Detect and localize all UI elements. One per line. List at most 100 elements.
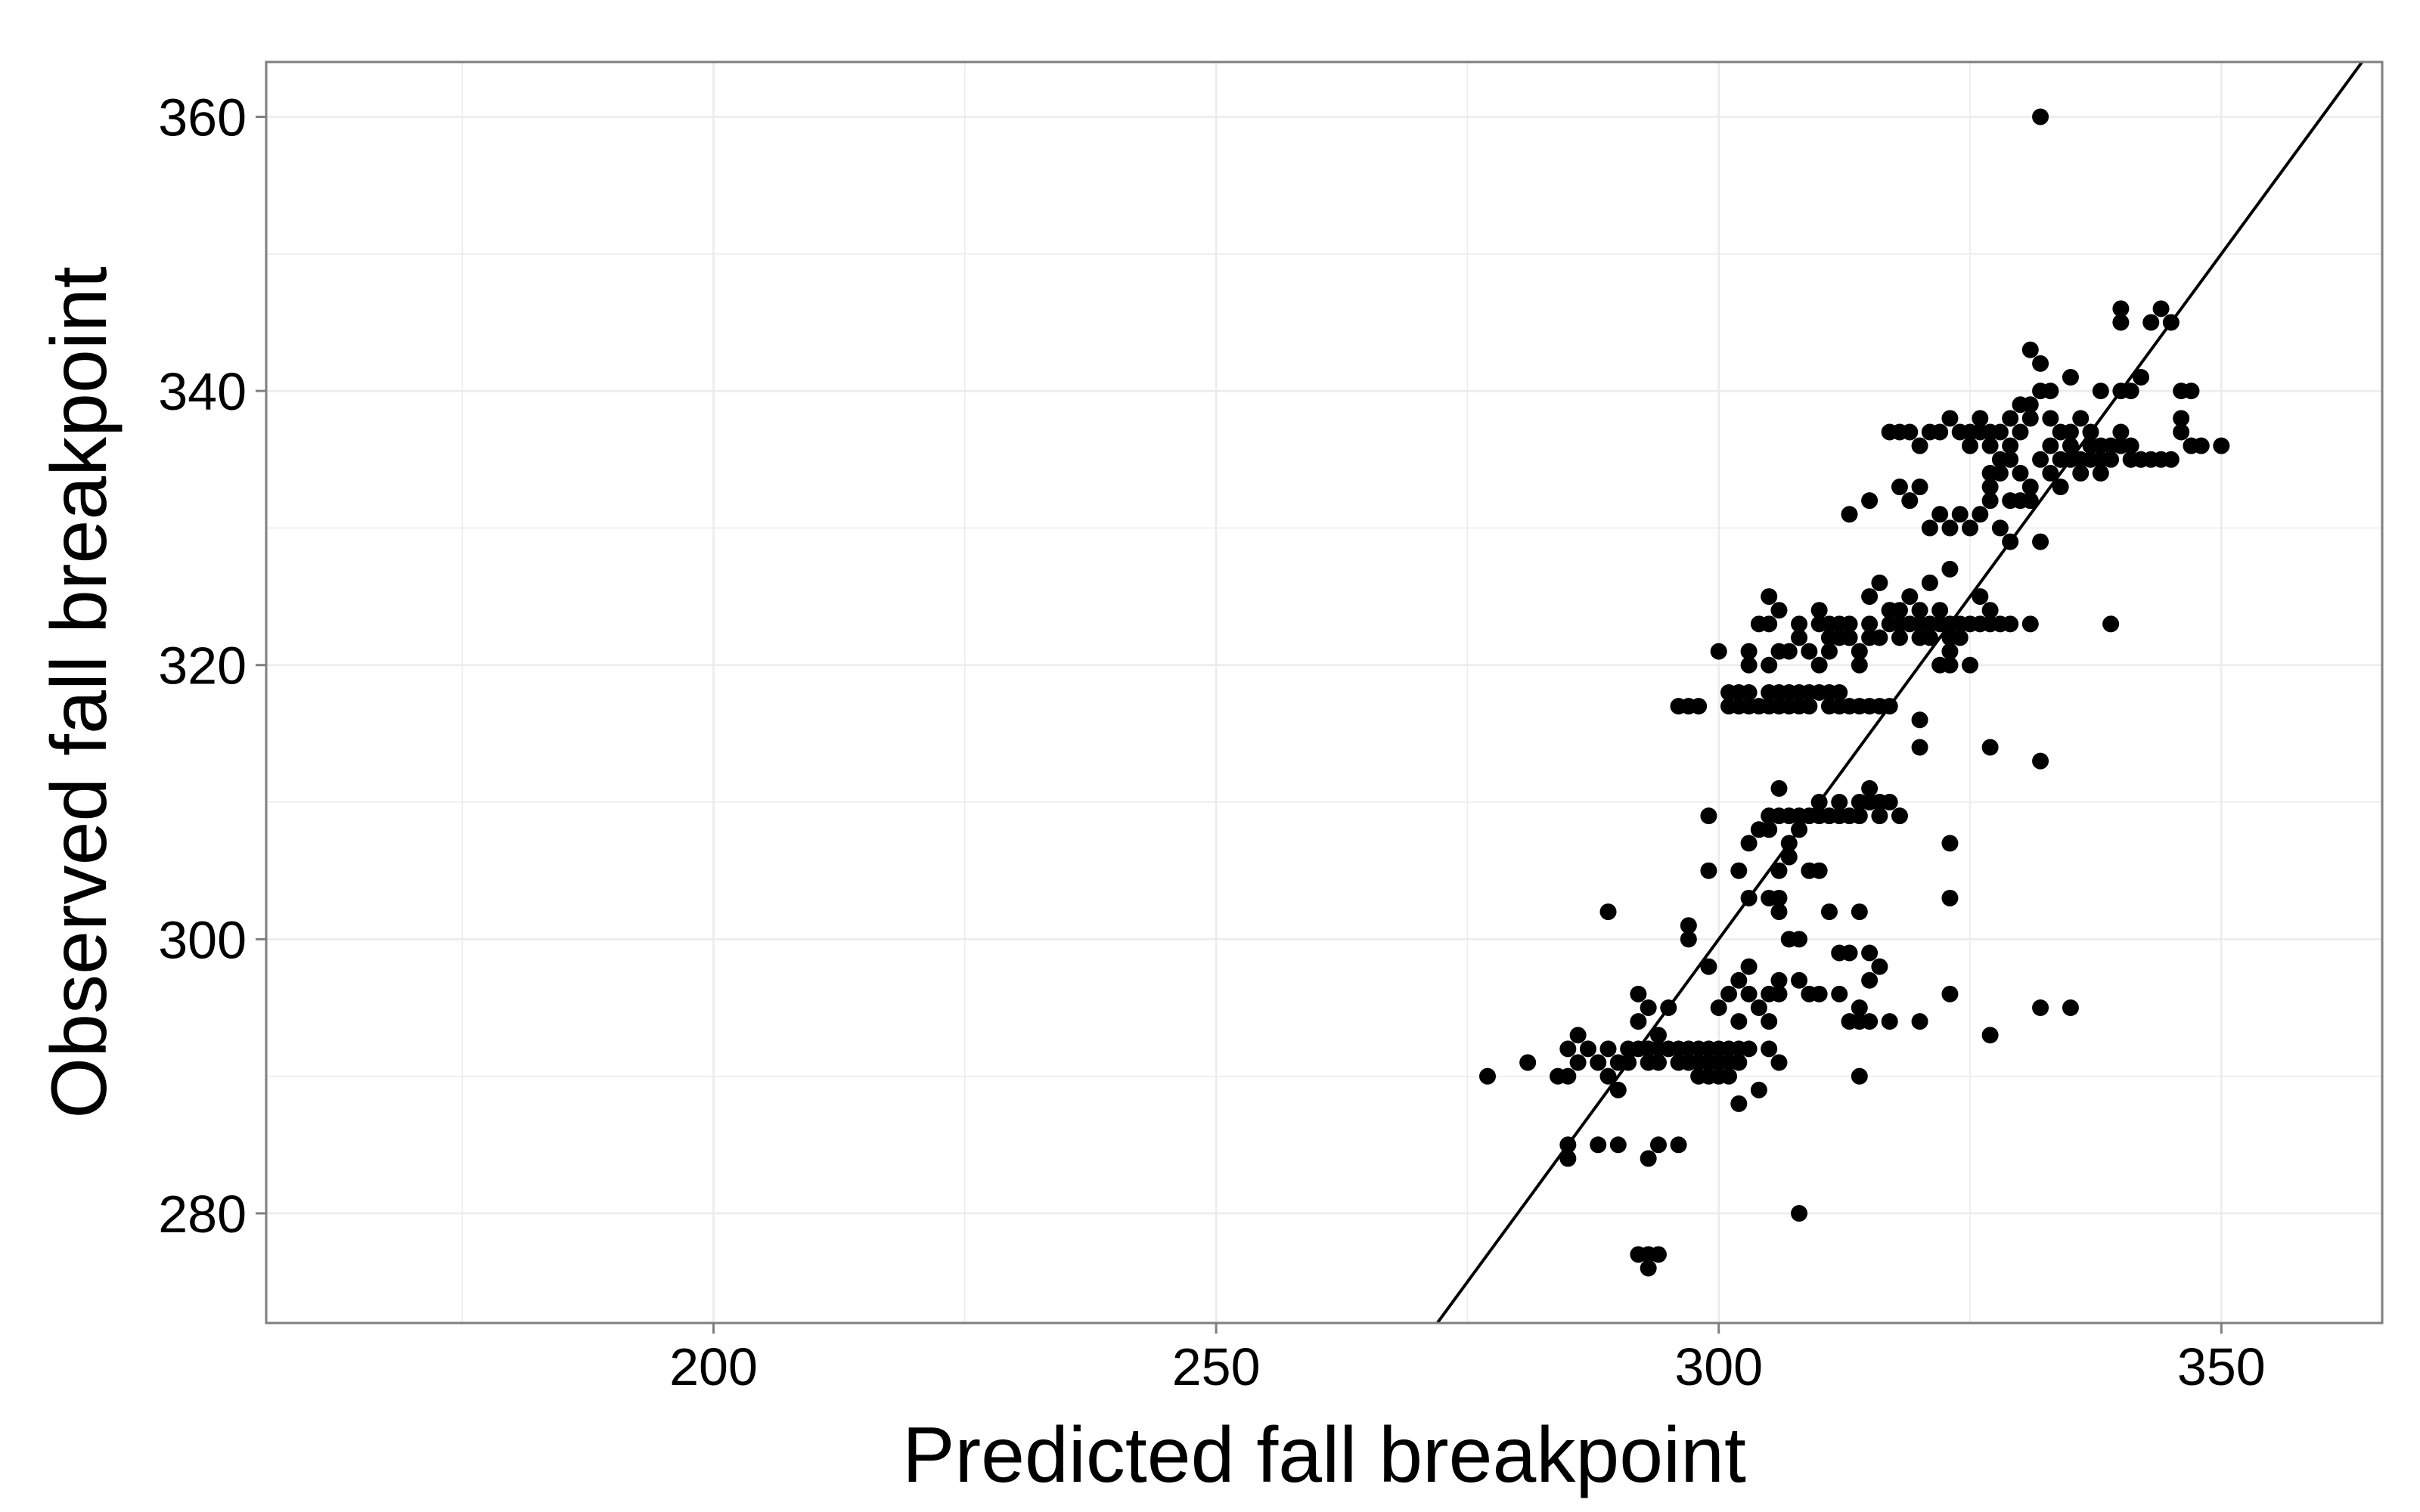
data-point (2042, 410, 2059, 427)
data-point (1841, 944, 1858, 962)
data-point (1750, 999, 1767, 1016)
data-point (1861, 971, 1879, 989)
data-point (1972, 410, 1989, 427)
data-point (2162, 451, 2180, 468)
data-point (1559, 1040, 1577, 1058)
data-point (1820, 643, 1838, 660)
data-point (1810, 602, 1828, 619)
data-point (2042, 464, 2059, 482)
data-point (1911, 479, 1928, 496)
data-point (1861, 1013, 1879, 1030)
data-point (1770, 985, 1788, 1002)
data-point (1559, 1067, 1577, 1085)
data-point (1861, 944, 1879, 962)
data-point (1981, 479, 1999, 496)
data-point (1791, 615, 1808, 633)
data-point (2002, 437, 2019, 454)
data-point (1861, 492, 1879, 510)
data-point (1981, 602, 1999, 619)
data-point (1770, 862, 1788, 879)
data-point (1680, 917, 1697, 934)
data-point (1761, 1013, 1778, 1030)
data-point (2152, 300, 2170, 318)
data-point (1861, 615, 1879, 633)
data-point (1901, 423, 1919, 441)
data-point (1921, 629, 1938, 646)
data-point (1820, 615, 1838, 633)
data-point (2032, 451, 2049, 468)
data-point (1931, 602, 1949, 619)
data-point (2002, 451, 2019, 468)
data-point (1810, 862, 1828, 879)
data-point (2183, 383, 2200, 400)
x-axis-ticks: 200 250 300 350 (669, 1323, 2266, 1396)
data-point (1831, 985, 1848, 1002)
data-point (1599, 903, 1617, 921)
data-point (2092, 464, 2109, 482)
data-point (1720, 985, 1738, 1002)
data-point (1851, 643, 1868, 660)
minor-gridlines (266, 62, 2382, 1323)
data-point (2112, 314, 2130, 331)
data-point (1780, 848, 1798, 866)
data-point (1810, 656, 1828, 674)
data-point (1761, 656, 1778, 674)
y-axis-ticks: 280 300 320 340 360 (158, 88, 266, 1244)
data-point (1730, 1095, 1748, 1112)
data-point (1770, 903, 1788, 921)
plot-panel-background (266, 62, 2382, 1323)
data-point (1831, 794, 1848, 811)
data-point (1740, 684, 1758, 701)
data-point (2021, 341, 2039, 358)
data-point (1720, 1067, 1738, 1085)
data-point (1649, 1136, 1667, 1154)
data-point (1911, 602, 1928, 619)
data-point (2062, 423, 2079, 441)
data-point (1841, 629, 1858, 646)
data-point (1770, 779, 1788, 797)
data-point (1941, 560, 1959, 578)
data-point (1881, 1013, 1898, 1030)
data-point (1951, 506, 1969, 523)
data-point (1911, 1013, 1928, 1030)
data-point (2052, 479, 2069, 496)
data-point (2173, 410, 2190, 427)
data-point (1730, 1013, 1748, 1030)
data-point (1841, 615, 1858, 633)
data-point (1981, 437, 1999, 454)
data-point (1640, 1259, 1657, 1277)
data-point (1801, 643, 1818, 660)
data-point (1700, 862, 1717, 879)
data-point (1901, 588, 1919, 606)
data-point (1911, 739, 1928, 756)
data-point (1871, 629, 1888, 646)
data-point (2062, 437, 2079, 454)
data-points (1478, 108, 2230, 1277)
data-point (2112, 300, 2130, 318)
data-point (2062, 369, 2079, 386)
data-point (2122, 437, 2139, 454)
data-point (2032, 999, 2049, 1016)
data-point (1559, 1150, 1577, 1167)
data-point (1740, 656, 1758, 674)
data-point (1851, 807, 1868, 825)
data-point (1599, 1067, 1617, 1085)
data-point (2032, 355, 2049, 372)
data-point (1921, 574, 1938, 591)
data-point (2042, 383, 2059, 400)
data-point (1851, 1067, 1868, 1085)
data-point (1901, 492, 1919, 510)
data-point (2002, 410, 2019, 427)
data-point (2021, 396, 2039, 414)
data-point (1770, 602, 1788, 619)
data-point (2102, 451, 2120, 468)
x-tick-label: 350 (2177, 1337, 2266, 1396)
data-point (1820, 903, 1838, 921)
y-tick-label: 340 (158, 362, 247, 421)
data-point (1941, 410, 1959, 427)
data-point (2032, 533, 2049, 550)
data-point (1991, 464, 2009, 482)
data-point (1931, 423, 1949, 441)
data-point (2173, 423, 2190, 441)
